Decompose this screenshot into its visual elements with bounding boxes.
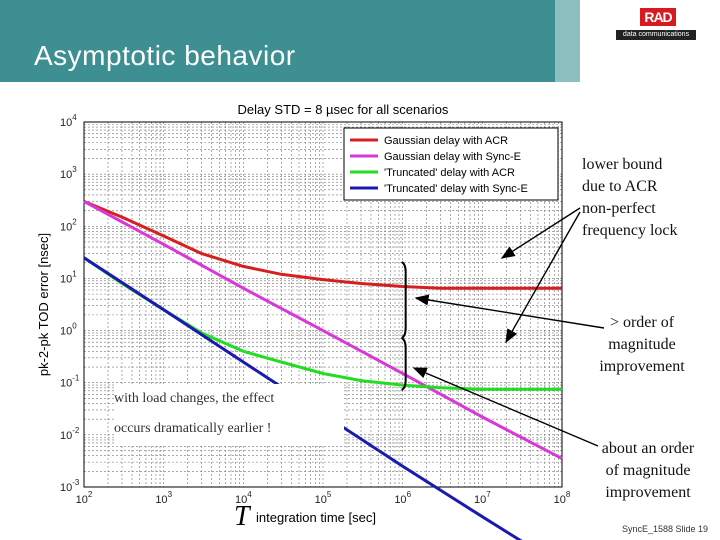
annotation-line: lower bound: [582, 156, 663, 173]
slide-footer: SyncE_1588 Slide 19: [621, 524, 708, 534]
chart-title: Delay STD = 8 µsec for all scenarios: [238, 102, 449, 117]
y-tick-label: 10-2: [60, 426, 80, 442]
x-tick-label: 103: [155, 490, 172, 506]
annotation-line: occurs dramatically earlier !: [114, 421, 272, 436]
series-line-1: [83, 200, 562, 290]
annotation-line: frequency lock: [582, 222, 678, 239]
annotation-lower-bound: lower bound due to ACR non-perfect frequ…: [582, 154, 712, 242]
arrow-order-improvement: [414, 294, 605, 329]
y-tick-label: 10-3: [60, 478, 80, 494]
annotation-line: due to ACR: [582, 178, 658, 195]
plot-border: [83, 121, 563, 488]
y-tick-label: 100: [60, 322, 77, 338]
annotation-load-changes: with load changes, the effect occurs dra…: [114, 384, 344, 444]
annotation-line: improvement: [599, 358, 685, 375]
slide-title: Asymptotic behavior: [34, 40, 296, 71]
annotation-line: > order of: [609, 314, 675, 331]
arrow-to-green-floor: [505, 211, 581, 344]
annotation-line: magnitude: [608, 336, 676, 353]
brace-lower: [401, 337, 407, 391]
x-tick-label: 108: [554, 490, 571, 506]
y-tick-label: 101: [60, 269, 77, 285]
y-tick-label: 102: [60, 217, 77, 233]
legend-label: Gaussian delay with ACR: [384, 135, 508, 147]
series-line-2: [83, 200, 563, 460]
arrow-to-red-floor: [500, 207, 581, 259]
annotation-order-improvement: > order of magnitude improvement: [586, 312, 698, 378]
annotation-line: about an order: [601, 440, 695, 457]
annotation-line: of magnitude: [605, 462, 691, 479]
x-axis-symbol: T: [234, 501, 252, 532]
annotation-line: with load changes, the effect: [114, 391, 275, 406]
header-band: [0, 0, 580, 82]
legend-label: 'Truncated' delay with Sync-E: [384, 183, 528, 195]
logo-mark: RAD: [640, 8, 676, 26]
x-axis-label: integration time [sec]: [256, 510, 376, 525]
x-tick-label: 102: [76, 490, 93, 506]
header-accent: [555, 0, 580, 82]
x-tick-label: 105: [315, 490, 332, 506]
y-tick-label: 10-1: [60, 374, 80, 390]
x-tick-label: 106: [394, 490, 411, 506]
x-tick-label: 107: [474, 490, 491, 506]
logo-subtext: data communications: [616, 30, 696, 40]
legend-label: Gaussian delay with Sync-E: [384, 151, 521, 163]
brace-upper: [401, 261, 407, 339]
annotation-about-order: about an order of magnitude improvement: [588, 438, 708, 504]
y-tick-label: 103: [60, 165, 77, 181]
rad-logo: RAD data communications: [616, 8, 696, 44]
y-axis-label: pk-2-pk TOD error [nsec]: [36, 233, 51, 376]
y-tick-label: 104: [60, 113, 77, 129]
arrow-about-order: [412, 367, 599, 447]
annotation-line: improvement: [605, 484, 691, 501]
legend-box: [343, 127, 559, 201]
annotation-line: non-perfect: [582, 200, 656, 217]
legend-label: 'Truncated' delay with ACR: [384, 167, 515, 179]
